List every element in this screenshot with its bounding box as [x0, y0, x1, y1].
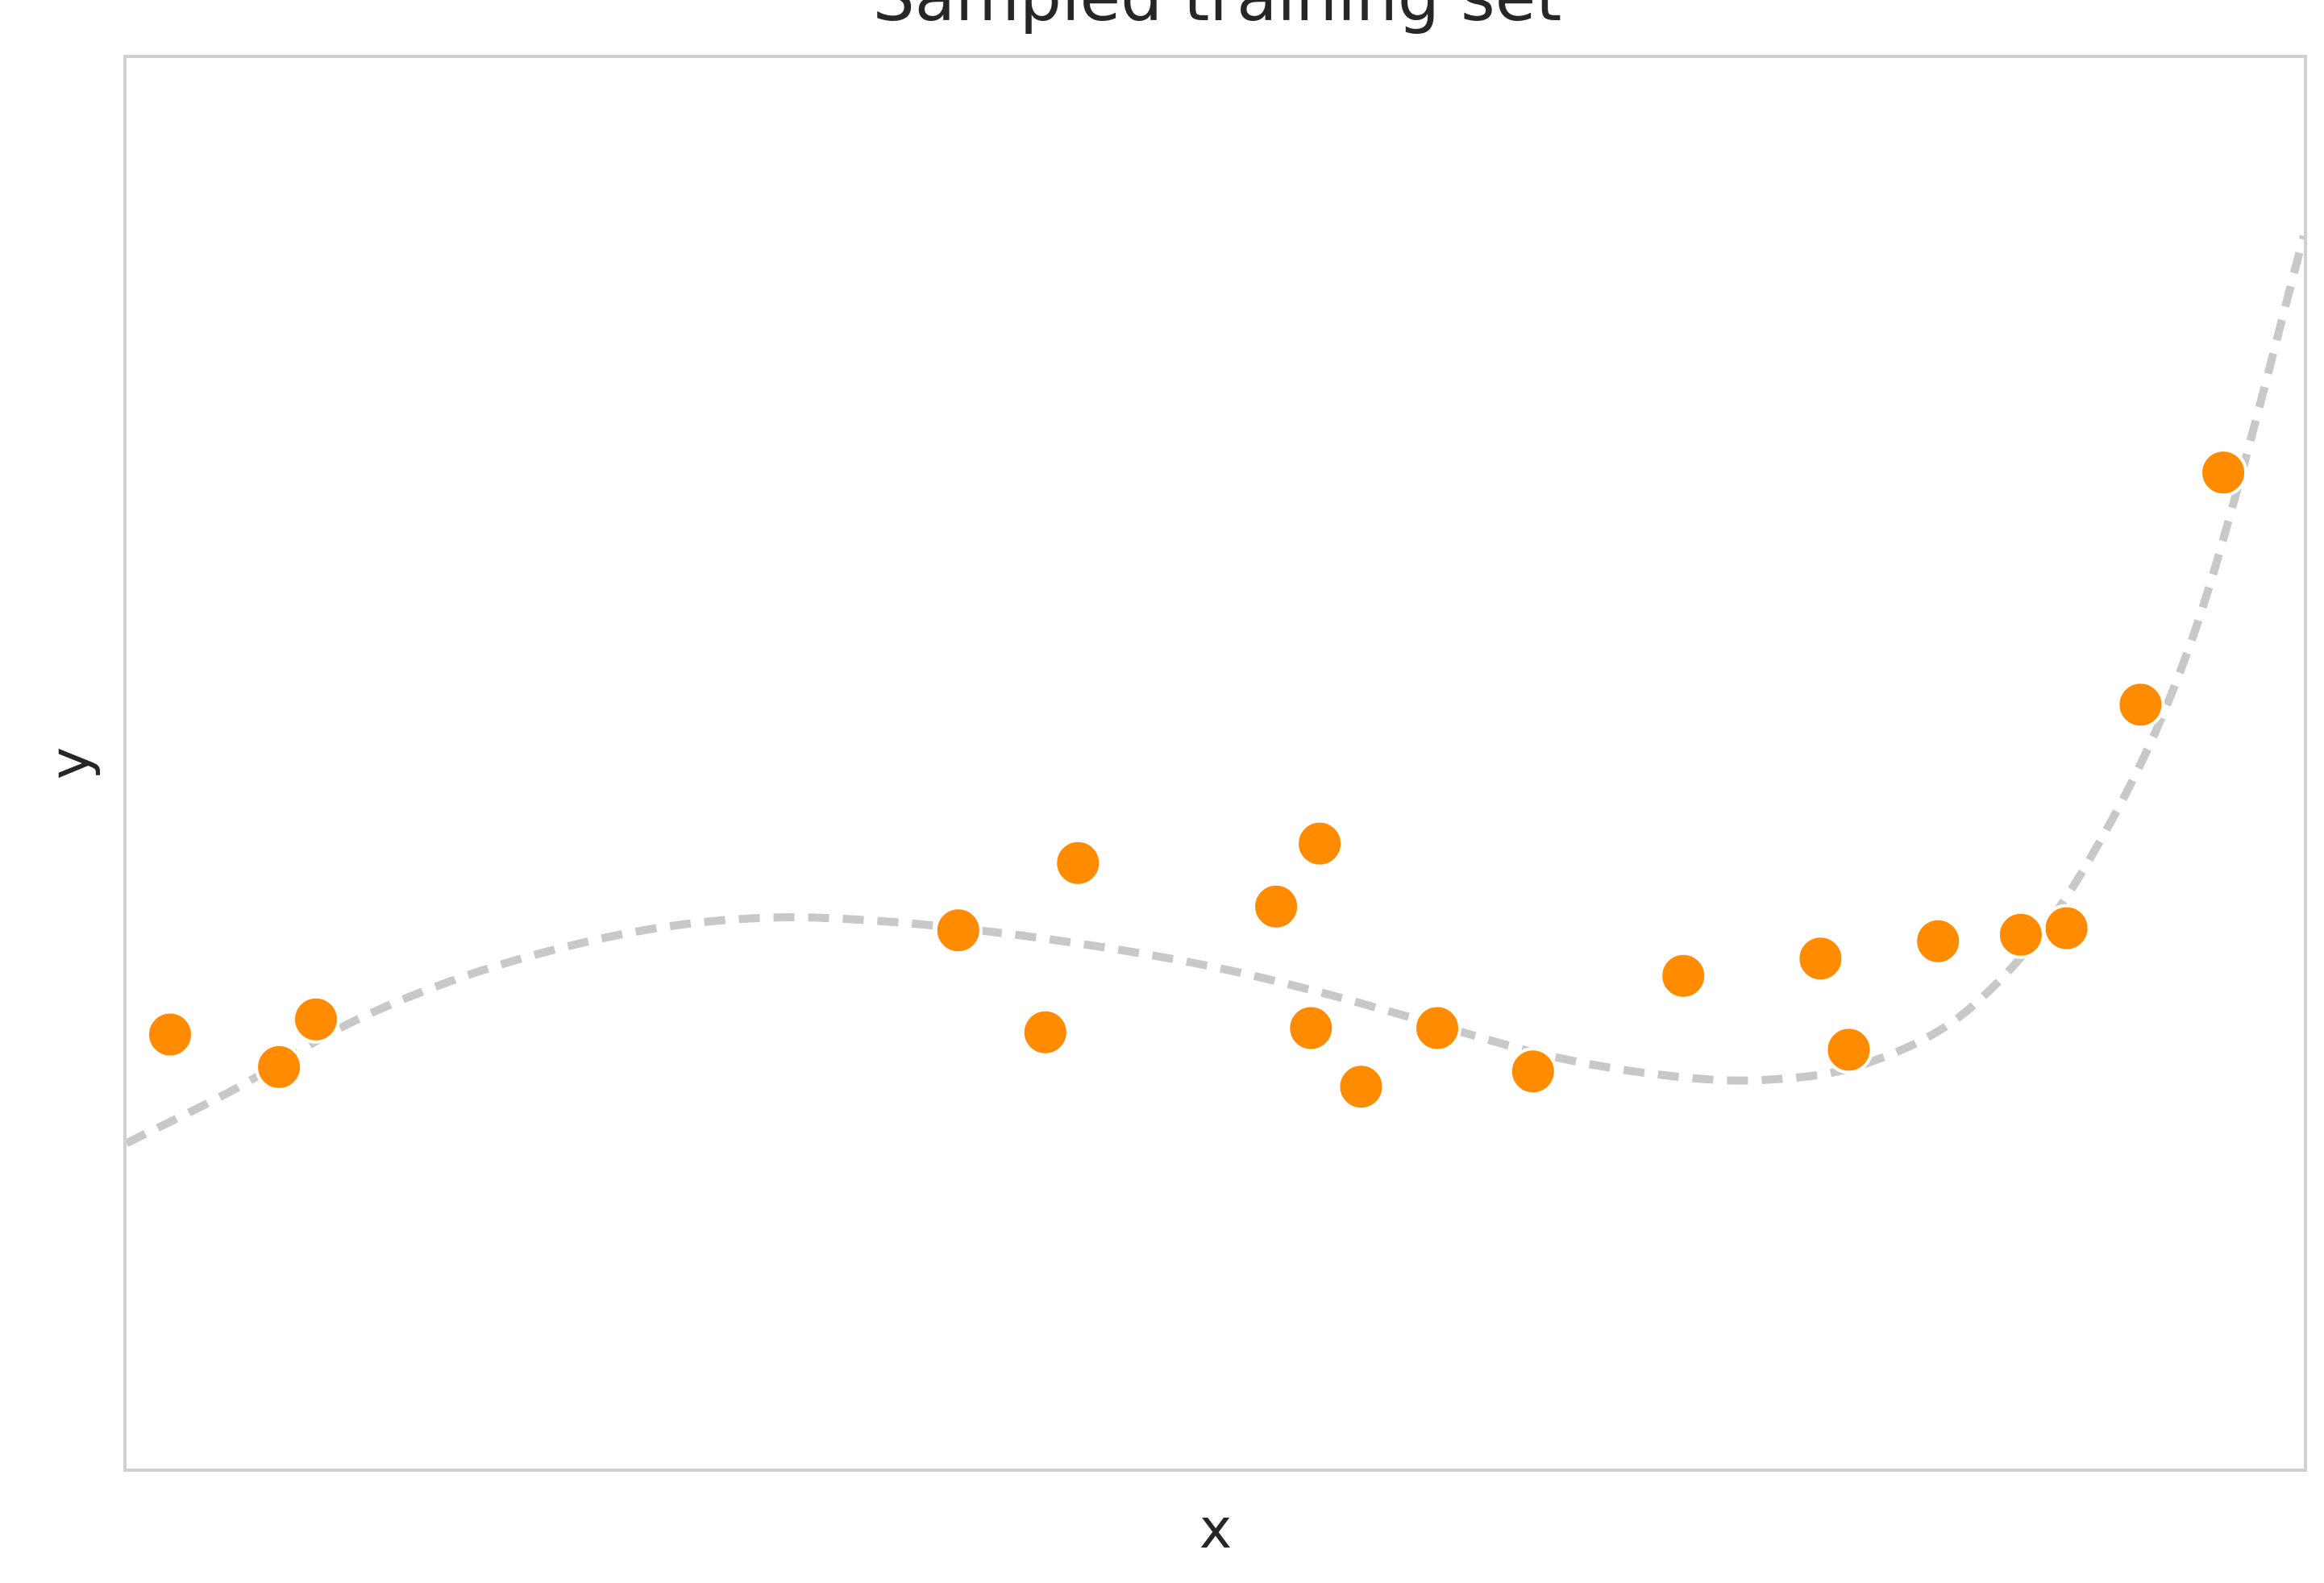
data-point: [2116, 680, 2165, 729]
data-point: [2042, 904, 2091, 953]
data-point: [146, 1010, 194, 1059]
data-point: [1796, 934, 1845, 983]
data-point: [1021, 1008, 1070, 1057]
data-point: [1996, 910, 2045, 959]
data-point: [255, 1042, 304, 1091]
data-point: [1337, 1062, 1386, 1111]
data-point: [1287, 1003, 1336, 1053]
x-axis-label: x: [1199, 1498, 1232, 1561]
data-point: [1413, 1003, 1461, 1053]
data-point: [1508, 1047, 1557, 1096]
data-point: [2199, 448, 2248, 497]
data-point: [1252, 882, 1301, 931]
plot-area-frame: [123, 55, 2307, 1472]
data-point: [1824, 1025, 1873, 1074]
data-point: [292, 995, 340, 1044]
data-point: [1295, 819, 1345, 868]
data-point: [1914, 916, 1963, 966]
y-axis-label: y: [39, 747, 102, 779]
plot-layer: [127, 235, 2304, 1147]
data-point: [1054, 838, 1103, 887]
data-point: [1659, 951, 1708, 1000]
chart-title: Sampled training set: [873, 0, 1562, 36]
data-point: [933, 906, 983, 955]
